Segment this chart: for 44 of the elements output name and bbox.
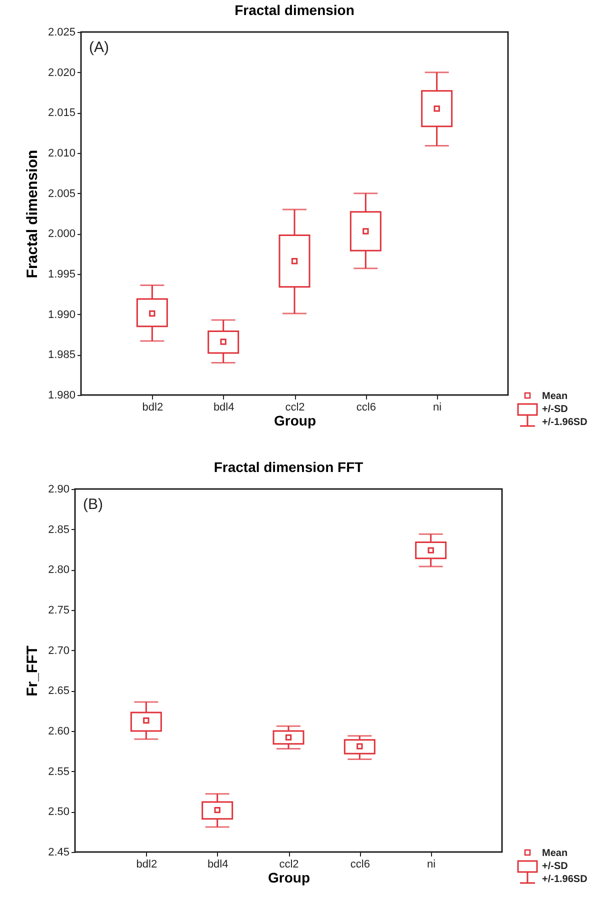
y-tick-label: 2.015 [48,107,76,120]
x-tick-label: ccl2 [279,858,299,870]
chart-title: Fractal dimension [234,2,354,18]
chart-title: Fractal dimension FFT [214,459,364,475]
text: Mean [542,390,569,403]
x-tick-label: bdl2 [136,858,158,870]
x-tick-label: ccl2 [285,402,305,414]
y-tick-label: 2.75 [48,604,70,616]
annotation: (A) [89,39,109,56]
text: +/-SD [542,860,569,873]
y-tick-label: 2.025 [48,26,76,38]
x-tick-label: ccl6 [350,858,370,870]
y-tick-label: 2.80 [48,564,70,576]
y-tick-label: 1.990 [48,308,76,321]
y-tick-label: 2.020 [48,66,76,79]
x-axis-title: Group [274,412,316,428]
x-tick-label: ni [427,858,436,870]
y-tick-label: 2.60 [48,726,70,738]
y-tick-label: 2.000 [48,228,76,240]
x-axis-title: Group [268,870,310,886]
y-tick-label: 2.65 [48,685,70,698]
y-tick-label: 2.50 [48,806,70,818]
y-axis-title: Fr_FFT [24,646,42,696]
y-tick-label: 2.55 [48,766,70,778]
y-tick-label: 2.45 [48,846,70,858]
x-tick-label: bdl4 [213,402,234,414]
x-tick-label: bdl4 [207,858,228,870]
annotation: (B) [83,496,103,513]
y-tick-label: 1.995 [48,268,76,280]
text: +/-1.96SD [542,416,588,429]
y-tick-label: 2.005 [48,188,76,200]
x-tick-label: ni [433,402,442,414]
y-tick-label: 1.985 [48,349,76,362]
y-tick-label: 2.90 [48,484,70,496]
x-tick-label: bdl2 [142,402,164,414]
y-axis-title: Fractal dimension [24,150,41,278]
y-tick-label: 2.85 [48,524,70,536]
text: +/-SD [542,403,569,416]
text: +/-1.96SD [542,873,588,886]
y-tick-label: 2.70 [48,644,70,657]
y-tick-label: 2.010 [48,148,76,160]
x-tick-label: ccl6 [356,402,376,414]
text: Mean [542,847,569,860]
y-tick-label: 1.980 [48,390,76,402]
